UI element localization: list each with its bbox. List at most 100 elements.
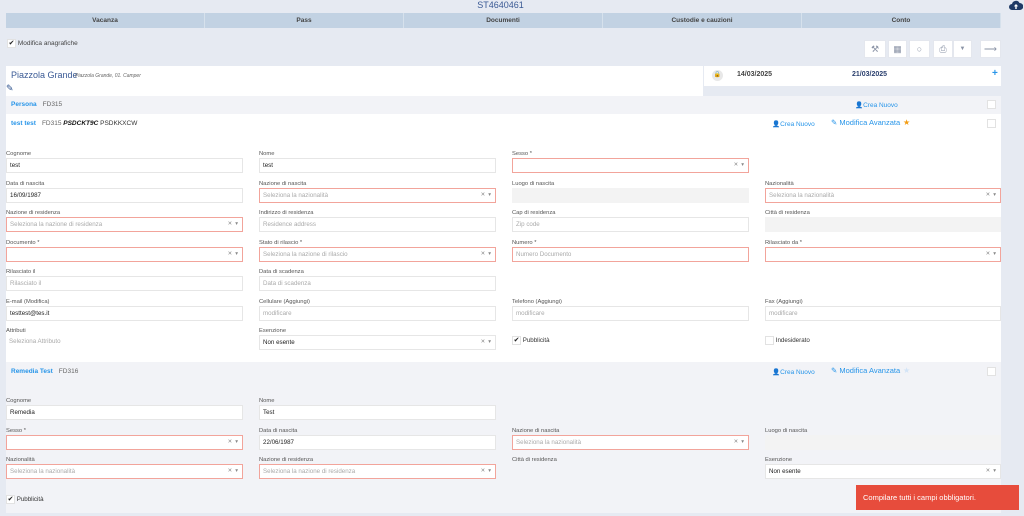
error-toast[interactable]: Compilare tutti i campi obbligatori.	[856, 485, 1019, 510]
clear-icon[interactable]: ✕	[986, 192, 991, 198]
clear-icon[interactable]: ✕	[734, 162, 739, 168]
chevron-down-icon[interactable]: ▾	[993, 251, 996, 257]
data-di-nascita-input[interactable]: 22/06/1987	[259, 435, 496, 450]
crea-nuovo-button[interactable]: 👤Crea Nuovo	[772, 120, 815, 128]
lock-icon[interactable]: 🔒	[712, 70, 723, 81]
chevron-down-icon[interactable]: ▾	[488, 468, 491, 474]
chevron-down-icon[interactable]: ▾	[235, 468, 238, 474]
select-checkbox[interactable]	[987, 367, 996, 376]
chevron-down-icon[interactable]: ▾	[993, 468, 996, 474]
check-icon[interactable]: ✔	[7, 39, 16, 48]
field-label: Rilasciato il	[6, 269, 243, 276]
cloud-upload-icon[interactable]	[1009, 0, 1023, 11]
chevron-down-icon[interactable]: ▾	[235, 251, 238, 257]
field-label: Cognome	[6, 398, 243, 405]
add-icon[interactable]: +	[992, 68, 998, 79]
chevron-down-icon[interactable]: ▾	[488, 192, 491, 198]
sesso-select[interactable]: ✕ ▾	[512, 158, 749, 173]
nome-input[interactable]: test	[259, 158, 496, 173]
clear-icon[interactable]: ✕	[228, 439, 233, 445]
chevron-down-icon[interactable]: ▾	[741, 439, 744, 445]
chevron-down-icon[interactable]: ▾	[741, 162, 744, 168]
modifica-anagrafiche-checkbox[interactable]: ✔ Modifica anagrafiche	[7, 39, 78, 48]
guest-code: FD315	[42, 120, 62, 127]
chevron-down-icon[interactable]: ▾	[993, 192, 996, 198]
clear-icon[interactable]: ✕	[228, 468, 233, 474]
clear-icon[interactable]: ✕	[228, 251, 233, 257]
clear-icon[interactable]: ✕	[481, 192, 486, 198]
field-placeholder: Seleziona Attributo	[9, 338, 61, 345]
modifica-avanzata-button[interactable]: ✎ Modifica Avanzata	[831, 118, 900, 127]
chevron-down-icon[interactable]: ▾	[488, 339, 491, 345]
cognome-input[interactable]: test	[6, 158, 243, 173]
edit-icon: ✎	[831, 366, 837, 375]
indirizzo-di-residenza-input[interactable]: Residence address	[259, 217, 496, 232]
tab-documenti[interactable]: Documenti	[404, 13, 603, 28]
pubblicita-checkbox[interactable]: ✔ Pubblicità	[512, 328, 749, 345]
clear-icon[interactable]: ✕	[734, 439, 739, 445]
tab-pass[interactable]: Pass	[205, 13, 404, 28]
indesiderato-checkbox[interactable]: Indesiderato	[765, 328, 1001, 345]
tab-custodie[interactable]: Custodie e cauzioni	[603, 13, 802, 28]
persona-code: FD315	[43, 101, 63, 108]
star-icon[interactable]: ★	[903, 366, 910, 375]
pencil-icon[interactable]: ✎	[6, 83, 14, 94]
nome-input[interactable]: Test	[259, 405, 496, 420]
nazione-di-nascita-select[interactable]: Seleziona la nazionalità✕ ▾	[512, 435, 749, 450]
e-mail-modifica-input[interactable]: testtest@tes.it	[6, 306, 243, 321]
nazione-di-residenza-select[interactable]: Seleziona la nazione di residenza✕ ▾	[259, 464, 496, 479]
modifica-avanzata-button[interactable]: ✎ Modifica Avanzata	[831, 366, 900, 375]
rilasciato-il-input[interactable]: Rilasciato il	[6, 276, 243, 291]
clear-icon[interactable]: ✕	[481, 468, 486, 474]
select-checkbox[interactable]	[987, 100, 996, 109]
clear-icon[interactable]: ✕	[228, 221, 233, 227]
nazionalita-select[interactable]: Seleziona la nazionalità✕ ▾	[765, 188, 1001, 203]
esenzione-select[interactable]: Non esente✕ ▾	[765, 464, 1001, 479]
sesso-select[interactable]: ✕ ▾	[6, 435, 243, 450]
star-icon[interactable]: ★	[903, 118, 910, 127]
field-label: Nazione di nascita	[259, 181, 496, 188]
checkbox-label: Modifica anagrafiche	[18, 40, 78, 47]
chevron-down-icon[interactable]: ▾	[488, 251, 491, 257]
field-label: Nazione di residenza	[6, 210, 243, 217]
data-di-scadenza-input[interactable]: Data di scadenza	[259, 276, 496, 291]
data-di-nascita-input[interactable]: 16/09/1987	[6, 188, 243, 203]
rilasciato-da-select[interactable]: ✕ ▾	[765, 247, 1001, 262]
tab-vacanza[interactable]: Vacanza	[6, 13, 205, 28]
chevron-down-icon[interactable]: ▾	[235, 221, 238, 227]
crea-nuovo-button[interactable]: 👤Crea Nuovo	[772, 368, 815, 376]
telefono-aggiungi-input[interactable]: modificare	[512, 306, 749, 321]
clear-icon[interactable]: ✕	[481, 251, 486, 257]
check-icon[interactable]: ✔	[512, 336, 521, 345]
esenzione-select[interactable]: Non esente✕ ▾	[259, 335, 496, 350]
clear-icon[interactable]: ✕	[481, 339, 486, 345]
chevron-down-icon[interactable]: ▾	[235, 439, 238, 445]
numero-input[interactable]: Numero Documento	[512, 247, 749, 262]
magic-wand-button[interactable]: ⚒	[864, 40, 886, 58]
next-button[interactable]: ⟶	[980, 40, 1001, 58]
pubblicita-checkbox[interactable]: ✔ Pubblicità	[6, 487, 243, 504]
tab-bar: Vacanza Pass Documenti Custodie e cauzio…	[6, 13, 1001, 28]
attributi-input[interactable]: Seleziona Attributo	[6, 335, 243, 350]
print-button[interactable]: ⎙	[933, 40, 953, 58]
select-checkbox[interactable]	[987, 119, 996, 128]
fax-aggiungi-input[interactable]: modificare	[765, 306, 1001, 321]
tab-conto[interactable]: Conto	[802, 13, 1001, 28]
check-icon[interactable]: ✔	[6, 495, 15, 504]
circle-button[interactable]: ○	[909, 40, 930, 58]
cap-di-residenza-input[interactable]: Zip code	[512, 217, 749, 232]
cognome-input[interactable]: Remedia	[6, 405, 243, 420]
nazione-di-nascita-select[interactable]: Seleziona la nazionalità✕ ▾	[259, 188, 496, 203]
stato-di-rilascio-select[interactable]: Seleziona la nazione di rilascio✕ ▾	[259, 247, 496, 262]
qr-button[interactable]: ▦	[888, 40, 907, 58]
clear-icon[interactable]: ✕	[986, 468, 991, 474]
documento-select[interactable]: ✕ ▾	[6, 247, 243, 262]
nazione-di-residenza-select[interactable]: Seleziona la nazione di residenza✕ ▾	[6, 217, 243, 232]
clear-icon[interactable]: ✕	[986, 251, 991, 257]
check-icon[interactable]	[765, 336, 774, 345]
crea-nuovo-button[interactable]: 👤Crea Nuovo	[855, 101, 898, 109]
cellulare-aggiungi-input[interactable]: modificare	[259, 306, 496, 321]
nazionalita-select[interactable]: Seleziona la nazionalità✕ ▾	[6, 464, 243, 479]
print-dropdown-button[interactable]: ▼	[953, 40, 972, 58]
